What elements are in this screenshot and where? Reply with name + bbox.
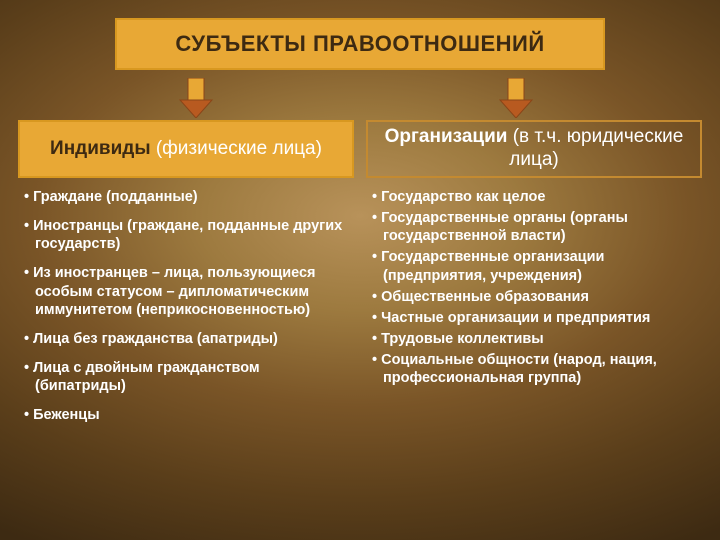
- list-item: • Лица без гражданства (апатриды): [24, 330, 348, 348]
- right-header-paren: (в т.ч. юридические лица): [509, 126, 683, 170]
- right-header-main: Организации: [385, 126, 508, 147]
- left-header-main: Индивиды: [50, 138, 151, 159]
- list-item: • Из иностранцев – лица, пользующиеся ос…: [24, 264, 348, 318]
- title-box: СУБЪЕКТЫ ПРАВООТНОШЕНИЙ: [115, 18, 605, 70]
- slide-content: СУБЪЕКТЫ ПРАВООТНОШЕНИЙ Индивиды (физиче…: [0, 0, 720, 540]
- right-body: • Государство как целое • Государственны…: [366, 184, 702, 387]
- list-item: • Иностранцы (граждане, подданные других…: [24, 217, 348, 253]
- list-item: • Граждане (подданные): [24, 188, 348, 206]
- list-item: • Государственные организации (предприят…: [372, 248, 696, 284]
- left-body: • Граждане (подданные) • Иностранцы (гра…: [18, 184, 354, 424]
- list-item: • Беженцы: [24, 406, 348, 424]
- arrow-right-icon: [498, 78, 534, 118]
- left-header: Индивиды (физические лица): [18, 120, 354, 178]
- list-item: • Частные организации и предприятия: [372, 309, 696, 327]
- arrow-left-icon: [178, 78, 214, 118]
- list-item: • Государство как целое: [372, 188, 696, 206]
- left-header-paren: (физические лица): [156, 138, 322, 159]
- column-right: Организации (в т.ч. юридические лица) • …: [366, 120, 702, 435]
- columns-container: Индивиды (физические лица) • Граждане (п…: [18, 120, 702, 435]
- right-header: Организации (в т.ч. юридические лица): [366, 120, 702, 178]
- left-header-text: Индивиды (физические лица): [50, 138, 322, 161]
- list-item: • Государственные органы (органы государ…: [372, 209, 696, 245]
- list-item: • Социальные общности (народ, нация, про…: [372, 351, 696, 387]
- slide-title: СУБЪЕКТЫ ПРАВООТНОШЕНИЙ: [175, 31, 544, 57]
- list-item: • Лица с двойным гражданством (бипатриды…: [24, 359, 348, 395]
- column-left: Индивиды (физические лица) • Граждане (п…: [18, 120, 354, 435]
- list-item: • Общественные образования: [372, 288, 696, 306]
- list-item: • Трудовые коллективы: [372, 330, 696, 348]
- right-header-text: Организации (в т.ч. юридические лица): [376, 126, 692, 172]
